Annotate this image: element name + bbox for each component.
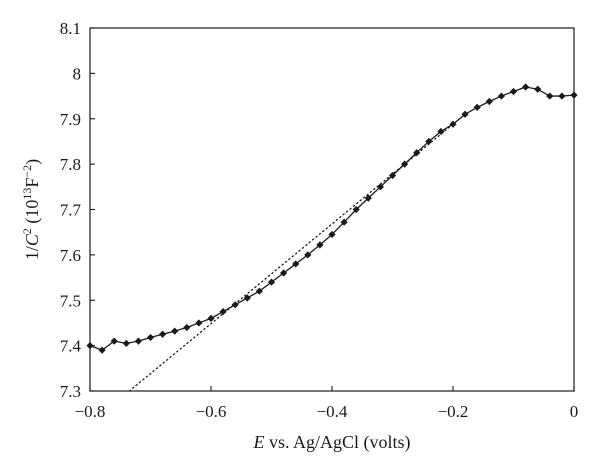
y-tick-label: 7.5 [60,291,81,310]
data-point [304,251,312,259]
data-point [534,85,542,93]
x-tick-label: −0.2 [438,402,469,421]
data-point [473,103,481,112]
y-tick-label: 7.6 [60,246,81,265]
x-tick-label: −0.6 [196,402,227,421]
data-point [207,314,215,322]
y-tick-label: 7.4 [60,337,82,356]
data-point [413,149,421,157]
x-tick-label: −0.4 [317,402,348,421]
y-tick-label: 7.9 [60,110,81,129]
y-axis-title-open: (10 [22,200,43,229]
y-tick-label: 8.1 [60,19,81,38]
x-axis-title: E vs. Ag/AgCl (volts) [252,432,410,453]
y-tick-label: 7.8 [60,155,81,174]
data-point [388,171,397,180]
y-axis-title-unit: F [22,178,42,188]
data-point [171,327,179,335]
x-tick-label: 0 [570,402,579,421]
data-point [376,183,384,191]
y-axis-title-sup1: 2 [20,228,34,234]
y-axis-title: 1/C2 (1013F−2) [20,159,43,260]
data-point [183,323,191,332]
fit-line [128,123,454,392]
data-point [110,337,118,345]
data-point [509,87,518,96]
data-point [570,91,578,99]
data-point [425,137,433,146]
data-point [546,92,554,100]
data-point [352,205,360,214]
data-point [122,339,130,347]
data-point [159,330,167,338]
data-point [86,342,94,350]
x-axis-title-italic: E [252,432,264,452]
data-point [98,346,106,354]
y-tick-label: 7.7 [60,201,82,220]
data-point [558,92,566,100]
data-point [243,294,251,302]
x-tick-label: −0.8 [75,402,106,421]
y-axis-title-sup2: 13 [20,188,34,200]
y-axis-title-sup3: −2 [20,165,34,178]
data-point [522,83,530,91]
data-point [485,97,493,106]
data-point [461,110,469,118]
series-layer [86,83,578,392]
data-point [195,319,203,327]
data-point [316,241,324,249]
data-point [497,92,505,100]
data-point [255,287,263,295]
data-point [231,301,239,309]
data-point [364,194,372,202]
x-axis-title-rest: vs. Ag/AgCl (volts) [264,432,410,453]
data-point [280,269,288,277]
data-point [437,127,445,136]
data-point [328,230,336,239]
data-point [267,278,276,286]
y-tick-label: 7.3 [60,382,81,401]
data-point [134,337,142,345]
y-axis-title-close: ) [22,159,43,165]
data-point [340,218,348,226]
ticks-layer: −0.8 −0.6 −0.4 −0.2 0 7.3 7.4 7.5 7.6 7.7 7.8 7.9 8 8… [60,19,579,421]
data-point [292,260,300,268]
y-axis-title-prefix: 1/ [22,246,42,260]
y-tick-label: 8 [73,64,82,83]
data-point [146,333,155,342]
series-line [89,86,575,351]
y-axis-title-italic: C [22,233,42,246]
data-point [219,307,227,316]
